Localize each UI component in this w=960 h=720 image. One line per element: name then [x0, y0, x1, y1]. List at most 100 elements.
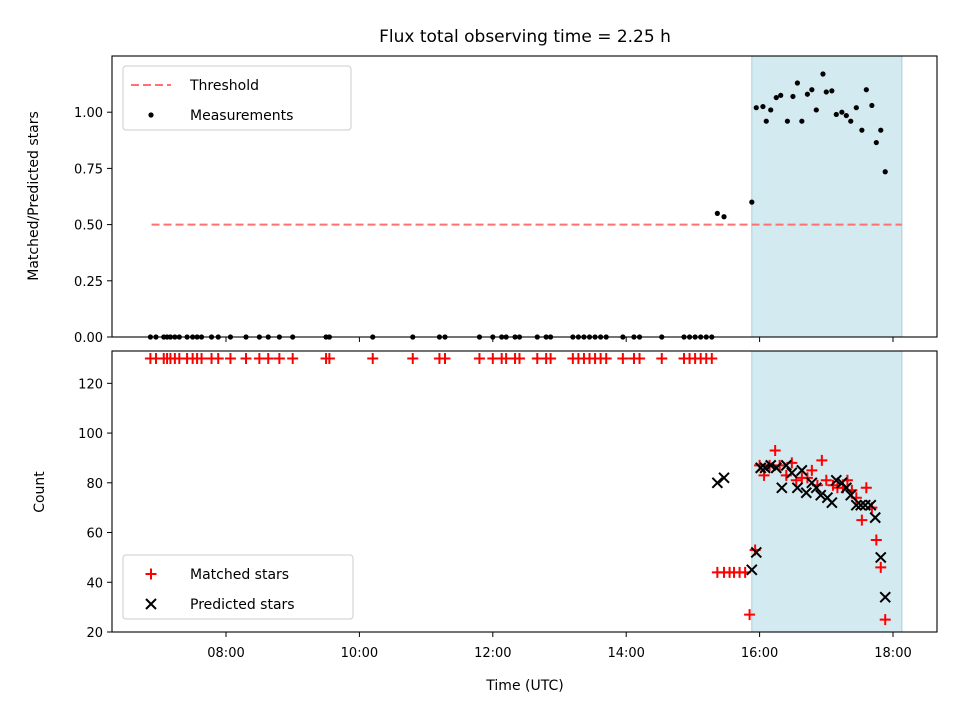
y-tick-label-0: 0.00 — [74, 331, 103, 346]
x-tick-label: 16:00 — [741, 646, 778, 661]
measurement-point-1749 — [878, 127, 884, 133]
measurement-point-1732 — [859, 127, 865, 133]
measurement-point-1553 — [749, 199, 755, 205]
measurement-point-1753 — [882, 169, 888, 175]
matched-star-1148 — [473, 352, 485, 364]
top-y-axis-label: Matched/Predicted stars — [26, 111, 42, 281]
matched-star-0838 — [262, 352, 274, 364]
top-legend: Threshold Measurements — [122, 65, 352, 131]
y-tick-label-1: 80 — [86, 477, 103, 492]
y-tick-label-1: 60 — [86, 527, 103, 542]
measurement-point-1557 — [753, 105, 759, 111]
top-legend-label: Measurements — [190, 108, 293, 124]
predicted-star-1615 — [770, 462, 782, 474]
bottom-legend-label: Predicted stars — [190, 597, 295, 613]
matched-star-1753 — [879, 614, 891, 626]
measurement-point-1647 — [809, 87, 815, 93]
measurement-point-1722 — [848, 118, 854, 124]
predicted-star-1638 — [796, 464, 808, 477]
legend-matched-swatch — [145, 568, 157, 580]
measurement-point-1619 — [778, 92, 784, 98]
matched-star-1117 — [439, 352, 451, 364]
predicted-star-1634 — [791, 482, 804, 494]
observing-window-0 — [751, 55, 903, 338]
observing-window-1 — [751, 350, 903, 633]
x-tick-label: 18:00 — [874, 646, 911, 661]
matched-star-1647 — [806, 464, 818, 476]
predicted-star-1655 — [815, 489, 827, 501]
predicted-star-1528 — [718, 472, 730, 484]
matched-star-1700 — [820, 474, 832, 486]
matched-star-1656 — [816, 454, 828, 466]
x-tick-label: 14:00 — [607, 646, 644, 661]
plot-layer: 0.00 0.25 0.50 0.75 1.00 20 40 60 80 100 120 08:00 1… — [74, 55, 938, 661]
bottom-legend: Matched stars Predicted stars — [122, 554, 354, 620]
predicted-star-1753 — [879, 591, 891, 603]
measurement-point-1714 — [839, 109, 845, 115]
y-tick-label-0: 0.75 — [74, 162, 103, 177]
matched-star-1252 — [545, 352, 557, 364]
matched-star-0753 — [212, 352, 224, 364]
predicted-star-1705 — [826, 496, 838, 509]
predicted-star-1744 — [869, 511, 881, 524]
predicted-star-1629 — [786, 467, 798, 479]
predicted-star-1553 — [746, 564, 758, 576]
measurement-point-1651 — [813, 107, 819, 113]
legend-predicted-swatch — [145, 598, 157, 610]
predicted-star-1722 — [845, 489, 857, 501]
measurement-point-1741 — [869, 102, 875, 109]
measurement-point-1745 — [873, 139, 879, 146]
matched-star-1048 — [407, 352, 419, 364]
predicted-star-1651 — [810, 482, 823, 494]
predicted-star-1749 — [875, 551, 887, 564]
matched-star-1342 — [600, 352, 612, 364]
matched-star-1551 — [744, 609, 756, 621]
legend-measurement-swatch — [148, 112, 154, 118]
axes-frame-0 — [111, 55, 938, 338]
matched-star-0804 — [224, 352, 236, 364]
measurement-point-1610 — [768, 107, 774, 113]
matched-star-1412 — [634, 352, 646, 364]
measurement-point-1634 — [794, 80, 800, 86]
measurement-point-1638 — [799, 118, 805, 124]
chart-title: Flux total observing time = 2.25 h — [379, 27, 671, 47]
predicted-star-1727 — [850, 499, 863, 511]
matched-star-1432 — [656, 352, 668, 364]
predicted-star-1642 — [800, 487, 812, 499]
measurement-point-1606 — [763, 118, 769, 124]
measurement-point-1718 — [843, 112, 849, 119]
matched-star-0933 — [323, 352, 335, 364]
measurement-point-1630 — [790, 93, 796, 100]
measurement-point-1657 — [820, 71, 826, 77]
measurement-point-1709 — [833, 111, 839, 118]
y-tick-label-0: 0.25 — [74, 275, 103, 290]
top-legend-box — [122, 65, 352, 131]
y-tick-label-1: 20 — [86, 626, 103, 641]
x-tick-label: 08:00 — [207, 646, 244, 661]
predicted-star-1522 — [711, 477, 724, 489]
matched-star-0818 — [240, 352, 252, 364]
x-axis-label: Time (UTC) — [485, 678, 563, 694]
x-tick-label: 12:00 — [474, 646, 511, 661]
matched-star-1012 — [367, 352, 379, 364]
matched-star-1614 — [769, 444, 781, 456]
bottom-y-axis-label: Count — [32, 471, 48, 513]
bottom-legend-box — [122, 554, 354, 620]
matched-star-1736 — [860, 482, 872, 494]
matched-star-1749 — [875, 561, 887, 573]
axes-frame-1 — [111, 350, 938, 633]
matched-star-1732 — [856, 514, 868, 526]
top-legend-label: Threshold — [189, 78, 259, 94]
predicted-star-1601 — [755, 462, 767, 474]
measurement-point-1736 — [863, 87, 869, 93]
predicted-star-1740 — [865, 499, 877, 511]
measurement-point-1615 — [773, 94, 779, 101]
measurement-point-1522 — [714, 210, 720, 216]
matched-star-1517 — [706, 352, 718, 364]
y-tick-label-0: 1.00 — [74, 106, 103, 121]
predicted-star-1718 — [840, 482, 853, 494]
measurement-point-1700 — [823, 89, 829, 95]
matched-star-1224 — [513, 352, 525, 364]
y-tick-label-0: 0.50 — [74, 219, 103, 234]
